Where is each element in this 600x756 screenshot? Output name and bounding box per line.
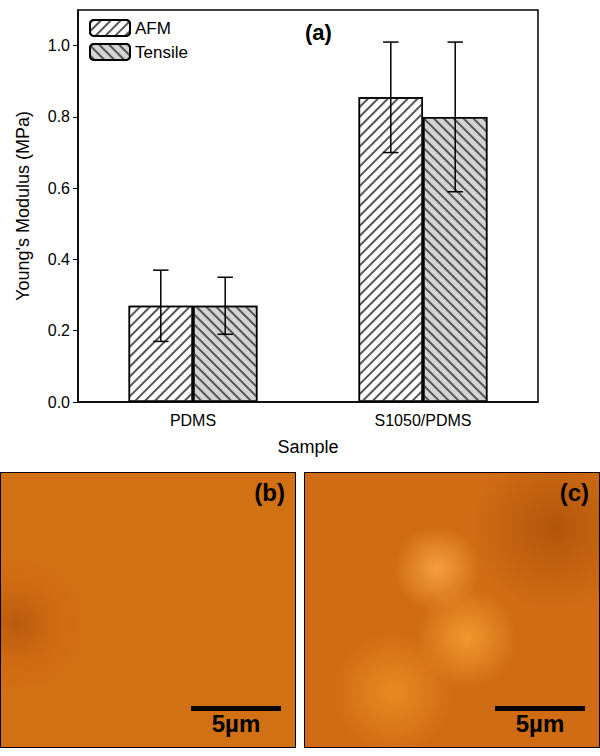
svg-text:0.0: 0.0 <box>48 394 70 411</box>
html-text:(c): (c) <box>559 479 589 506</box>
svg-text:PDMS: PDMS <box>170 412 216 429</box>
svg-text:0.2: 0.2 <box>48 322 70 339</box>
svg-text:1.0: 1.0 <box>48 37 70 54</box>
html-text:(b): (b) <box>254 479 285 506</box>
svg-text:Tensile: Tensile <box>135 43 188 62</box>
svg-text:AFM: AFM <box>135 19 171 38</box>
svg-text:0.6: 0.6 <box>48 180 70 197</box>
svg-text:(a): (a) <box>305 20 332 45</box>
svg-text:Sample: Sample <box>277 437 338 457</box>
svg-text:0.4: 0.4 <box>48 251 70 268</box>
svg-text:0.8: 0.8 <box>48 108 70 125</box>
svg-text:S1050/PDMS: S1050/PDMS <box>375 412 472 429</box>
html-text:5µm: 5µm <box>515 710 565 737</box>
html-text:5µm: 5µm <box>211 710 261 737</box>
svg-text:Young's Modulus (MPa): Young's Modulus (MPa) <box>13 111 33 301</box>
